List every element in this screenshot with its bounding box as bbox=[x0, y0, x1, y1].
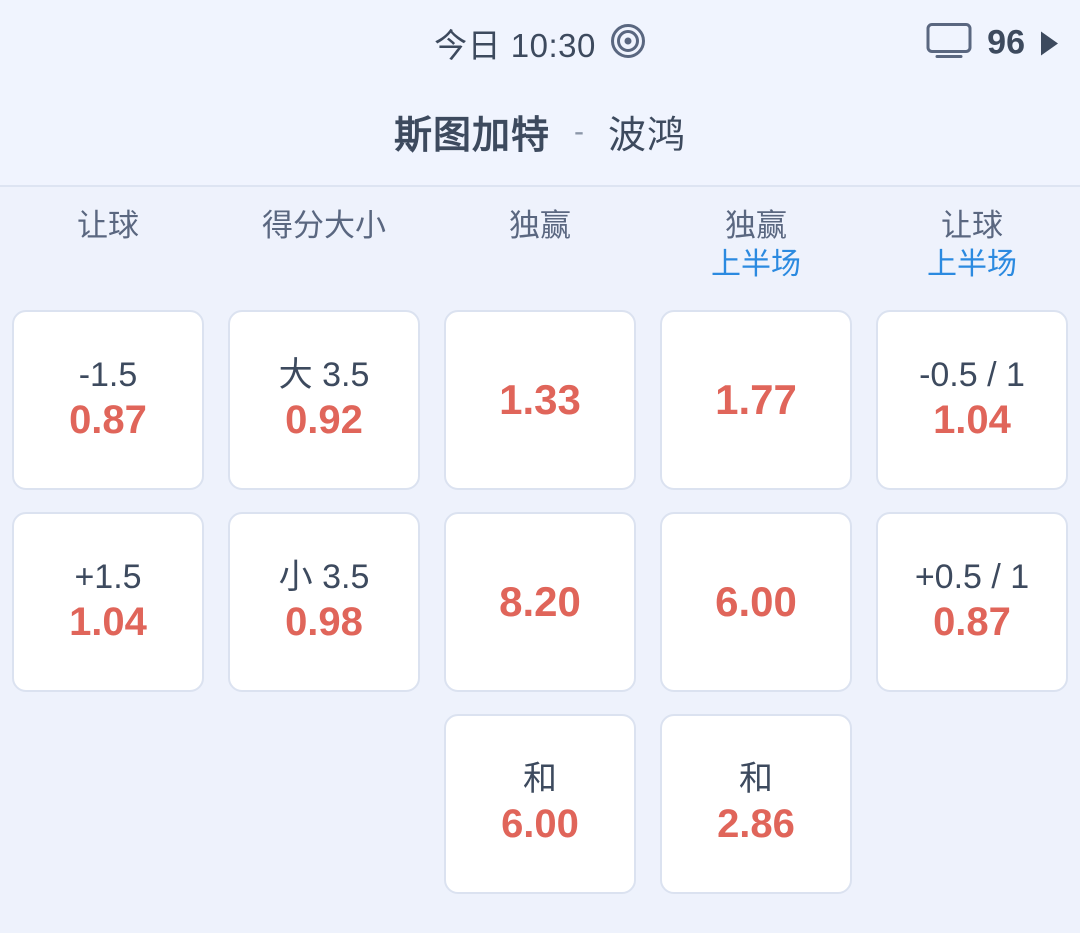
odds-line: 和 bbox=[523, 760, 557, 799]
odds-cell: 和 6.00 bbox=[432, 714, 648, 916]
match-datetime: 今日 10:30 bbox=[434, 27, 596, 64]
team-separator: - bbox=[574, 114, 584, 148]
odds-value: 0.87 bbox=[933, 600, 1011, 645]
odds-value: 0.92 bbox=[285, 398, 363, 443]
market-column-subtitle: 上半场 bbox=[927, 247, 1017, 281]
odds-line: -1.5 bbox=[78, 356, 138, 395]
odds-button[interactable]: 小 3.5 0.98 bbox=[228, 512, 420, 692]
odds-cell: 8.20 bbox=[432, 512, 648, 714]
tv-icon bbox=[925, 21, 973, 66]
odds-cell: -1.5 0.87 bbox=[0, 310, 216, 512]
odds-value: 2.86 bbox=[717, 802, 795, 847]
market-column-header-handicap[interactable]: 让球 bbox=[0, 187, 216, 310]
home-team-name: 斯图加特 bbox=[393, 115, 550, 157]
play-triangle-icon[interactable] bbox=[1041, 31, 1058, 55]
market-column-title: 得分大小 bbox=[262, 208, 386, 243]
odds-value: 1.77 bbox=[715, 376, 797, 424]
odds-cell-empty bbox=[864, 714, 1080, 916]
odds-cell: -0.5 / 1 1.04 bbox=[864, 310, 1080, 512]
odds-value: 0.87 bbox=[69, 398, 147, 443]
odds-value: 1.04 bbox=[933, 398, 1011, 443]
odds-value: 6.00 bbox=[501, 802, 579, 847]
odds-cell: 1.77 bbox=[648, 310, 864, 512]
odds-cell: 大 3.5 0.92 bbox=[216, 310, 432, 512]
odds-placeholder bbox=[876, 714, 1068, 894]
market-column-subtitle: 上半场 bbox=[711, 247, 801, 281]
market-column-title: 独赢 bbox=[509, 208, 571, 243]
odds-line: +0.5 / 1 bbox=[914, 558, 1030, 597]
odds-placeholder bbox=[12, 714, 204, 894]
odds-value: 1.04 bbox=[69, 600, 147, 645]
odds-placeholder bbox=[228, 714, 420, 894]
viewer-count: 96 bbox=[987, 23, 1025, 62]
odds-markets: 让球 得分大小 独赢 独赢 上半场 让球 上半场 bbox=[0, 187, 1080, 933]
odds-cell: +0.5 / 1 0.87 bbox=[864, 512, 1080, 714]
odds-cell: 1.33 bbox=[432, 310, 648, 512]
market-header-row: 让球 得分大小 独赢 独赢 上半场 让球 上半场 bbox=[0, 187, 1080, 310]
odds-cell-empty bbox=[0, 714, 216, 916]
odds-cell-empty bbox=[216, 714, 432, 916]
market-column-header-handicap-1h[interactable]: 让球 上半场 bbox=[864, 187, 1080, 310]
match-meta-row: 今日 10:30 96 bbox=[0, 0, 1080, 86]
odds-button[interactable]: 6.00 bbox=[660, 512, 852, 692]
odds-button[interactable]: 大 3.5 0.92 bbox=[228, 310, 420, 490]
odds-line: 大 3.5 bbox=[278, 356, 370, 395]
odds-button[interactable]: -0.5 / 1 1.04 bbox=[876, 310, 1068, 490]
away-team-name: 波鸿 bbox=[608, 115, 687, 157]
match-datetime-group: 今日 10:30 bbox=[434, 19, 646, 67]
odds-cell: 和 2.86 bbox=[648, 714, 864, 916]
odds-value: 0.98 bbox=[285, 600, 363, 645]
odds-line: 小 3.5 bbox=[278, 558, 370, 597]
market-column-header-moneyline-1h[interactable]: 独赢 上半场 bbox=[648, 187, 864, 310]
odds-cell: 小 3.5 0.98 bbox=[216, 512, 432, 714]
target-icon bbox=[610, 23, 646, 64]
odds-line: +1.5 bbox=[74, 558, 142, 597]
market-column-title: 独赢 bbox=[725, 208, 787, 243]
odds-value: 6.00 bbox=[715, 578, 797, 626]
odds-button-draw[interactable]: 和 2.86 bbox=[660, 714, 852, 894]
odds-button[interactable]: 8.20 bbox=[444, 512, 636, 692]
odds-button[interactable]: 1.77 bbox=[660, 310, 852, 490]
match-title-row: 斯图加特 - 波鸿 bbox=[0, 86, 1080, 185]
odds-value: 8.20 bbox=[499, 578, 581, 626]
odds-button[interactable]: +1.5 1.04 bbox=[12, 512, 204, 692]
odds-button[interactable]: 1.33 bbox=[444, 310, 636, 490]
odds-cell: +1.5 1.04 bbox=[0, 512, 216, 714]
odds-button-draw[interactable]: 和 6.00 bbox=[444, 714, 636, 894]
odds-line: 和 bbox=[739, 760, 773, 799]
odds-cell: 6.00 bbox=[648, 512, 864, 714]
odds-line: -0.5 / 1 bbox=[919, 356, 1025, 395]
match-header: 今日 10:30 96 bbox=[0, 0, 1080, 187]
market-column-header-moneyline[interactable]: 独赢 bbox=[432, 187, 648, 310]
stream-info-group[interactable]: 96 bbox=[925, 21, 1058, 66]
odds-row: -1.5 0.87 大 3.5 0.92 1.33 1.77 bbox=[0, 310, 1080, 512]
odds-value: 1.33 bbox=[499, 376, 581, 424]
market-column-title: 让球 bbox=[77, 208, 139, 243]
odds-row: 和 6.00 和 2.86 bbox=[0, 714, 1080, 916]
odds-button[interactable]: +0.5 / 1 0.87 bbox=[876, 512, 1068, 692]
market-column-header-total[interactable]: 得分大小 bbox=[216, 187, 432, 310]
market-column-title: 让球 bbox=[941, 208, 1003, 243]
odds-button[interactable]: -1.5 0.87 bbox=[12, 310, 204, 490]
odds-row: +1.5 1.04 小 3.5 0.98 8.20 6.00 bbox=[0, 512, 1080, 714]
